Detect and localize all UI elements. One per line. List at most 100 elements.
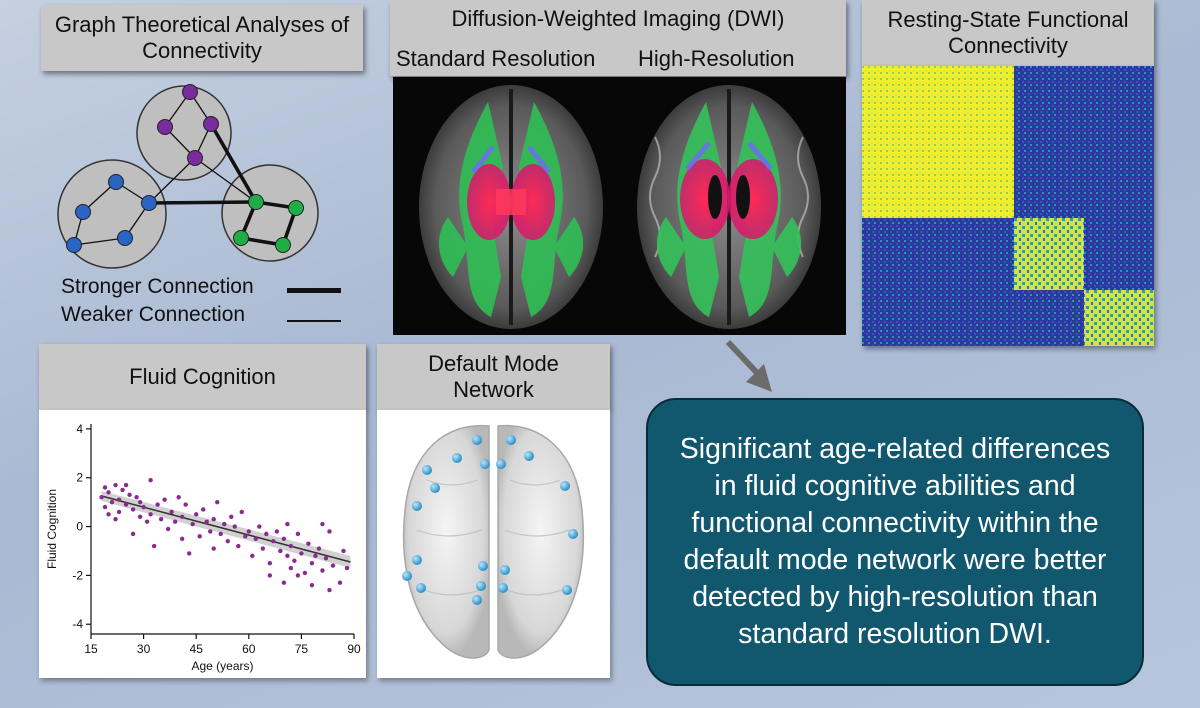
scatter-point bbox=[116, 509, 122, 515]
scatter-point bbox=[134, 495, 139, 500]
blue-module bbox=[57, 159, 167, 269]
fluid-panel-title-text: Fluid Cognition bbox=[129, 364, 276, 389]
standard-resolution-label: Standard Resolution bbox=[396, 46, 596, 71]
scatter-point bbox=[288, 565, 294, 571]
scatter-point bbox=[137, 514, 143, 519]
dmn-panel-title: Default Mode Network bbox=[377, 344, 610, 410]
scatter-point bbox=[320, 521, 325, 527]
legend-weak-label: Weaker Connection bbox=[61, 303, 246, 326]
scatter-point bbox=[183, 502, 188, 507]
x-axis-label: Age (years) bbox=[191, 659, 253, 673]
conclusion-callout: Significant age-related differences in f… bbox=[646, 398, 1144, 686]
scatter-point bbox=[330, 563, 336, 568]
legend-strong-line bbox=[287, 288, 341, 293]
arrow-to-callout bbox=[725, 339, 772, 392]
scatter-point bbox=[316, 546, 322, 551]
scatter-point bbox=[106, 512, 111, 517]
scatter-point bbox=[229, 514, 234, 519]
scatter-point bbox=[246, 529, 251, 534]
x-tick-label: 30 bbox=[137, 642, 151, 656]
scatter-point bbox=[232, 524, 237, 529]
blue-nodes bbox=[66, 174, 157, 253]
scatter-point bbox=[344, 565, 350, 571]
scatter-point bbox=[341, 548, 346, 554]
scatter-point bbox=[123, 482, 129, 488]
scatter-point bbox=[215, 499, 220, 505]
graph-panel-title: Graph Theoretical Analyses of Connectivi… bbox=[41, 5, 363, 71]
y-tick-label: 4 bbox=[76, 422, 83, 436]
scatter-point bbox=[323, 556, 329, 561]
dmn-image-panel bbox=[377, 410, 610, 678]
scatter-point bbox=[144, 519, 150, 524]
scatter-point bbox=[313, 553, 318, 559]
scatter-point bbox=[257, 524, 262, 529]
dwi-panel-title-text: Diffusion-Weighted Imaging (DWI) bbox=[451, 6, 785, 31]
green-nodes bbox=[233, 194, 304, 253]
dwi-panel-title: Diffusion-Weighted Imaging (DWI) bbox=[390, 0, 846, 76]
scatter-point bbox=[162, 497, 167, 502]
standard-resolution-brain bbox=[419, 85, 603, 329]
scatter-point bbox=[327, 529, 332, 534]
y-tick-label: -4 bbox=[72, 617, 83, 631]
scatter-point bbox=[260, 546, 266, 551]
x-tick-label: 45 bbox=[190, 642, 204, 656]
conclusion-text: Significant age-related differences in f… bbox=[679, 433, 1111, 650]
scatter-point bbox=[285, 553, 290, 559]
scatter-point bbox=[271, 539, 276, 544]
scatter-point bbox=[102, 485, 108, 490]
scatter-point bbox=[148, 477, 153, 483]
scatter-point bbox=[309, 582, 315, 588]
right-hemisphere bbox=[497, 424, 585, 659]
scatter-point bbox=[218, 531, 223, 537]
scatter-point bbox=[278, 548, 283, 554]
x-tick-label: 75 bbox=[295, 642, 309, 656]
scatter-point bbox=[295, 531, 301, 537]
y-tick-label: 2 bbox=[76, 471, 83, 485]
scatter-point bbox=[302, 570, 308, 576]
scatter-point bbox=[137, 499, 143, 505]
connectivity-matrix bbox=[862, 66, 1154, 346]
scatter-point bbox=[169, 509, 174, 515]
scatter-point bbox=[309, 560, 315, 566]
y-axis-label: Fluid Cognition bbox=[45, 489, 59, 569]
scatter-point bbox=[120, 487, 125, 493]
scatter-point bbox=[295, 573, 301, 578]
scatter-point bbox=[306, 541, 311, 546]
scatter-point bbox=[113, 482, 118, 488]
scatter-point bbox=[194, 512, 199, 517]
scatter-point bbox=[197, 534, 202, 539]
fluid-chart-panel: -4 -2 0 2 4 15 30 45 60 75 90 Age (years) Fluid Cogn… bbox=[39, 410, 366, 678]
scatter-point bbox=[337, 580, 343, 585]
dmn-panel-title-text: Default Mode Network bbox=[428, 351, 559, 402]
scatter-point bbox=[285, 521, 290, 527]
scatter-point bbox=[106, 490, 111, 495]
scatter-point bbox=[113, 517, 118, 522]
scatter-point bbox=[130, 531, 136, 537]
rsfc-panel-title-text: Resting-State Functional Connectivity bbox=[887, 7, 1129, 58]
purple-module bbox=[136, 85, 232, 181]
scatter-point bbox=[292, 558, 297, 563]
scatter-point bbox=[267, 573, 273, 578]
scatter-point bbox=[243, 534, 248, 539]
scatter-point bbox=[116, 497, 122, 502]
scatter-point bbox=[236, 543, 241, 549]
dwi-tractography-images bbox=[419, 85, 821, 329]
fluid-cognition-scatter-plot: -4 -2 0 2 4 15 30 45 60 75 90 Age (years) Fluid Cogn… bbox=[45, 422, 361, 673]
scatter-point bbox=[274, 529, 280, 534]
scatter-point bbox=[320, 568, 325, 573]
scatter-point bbox=[151, 543, 157, 549]
x-tick-label: 15 bbox=[84, 642, 98, 656]
rsfc-panel-title: Resting-State Functional Connectivity bbox=[862, 0, 1154, 66]
scatter-point bbox=[264, 531, 269, 537]
scatter-point bbox=[186, 551, 192, 556]
scatter-point bbox=[267, 560, 273, 566]
scatter-point bbox=[288, 543, 294, 549]
scatter-point bbox=[222, 521, 227, 527]
x-tick-label: 90 bbox=[347, 642, 361, 656]
scatter-point bbox=[123, 502, 129, 507]
scatter-point bbox=[190, 521, 195, 527]
purple-nodes bbox=[157, 84, 219, 166]
scatter-point bbox=[179, 536, 185, 541]
scatter-point bbox=[99, 495, 104, 500]
scatter-point bbox=[109, 499, 115, 505]
